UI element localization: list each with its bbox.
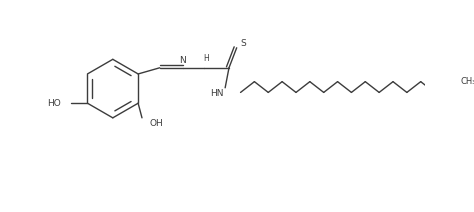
Text: H: H (203, 54, 209, 63)
Text: S: S (241, 39, 246, 48)
Text: OH: OH (150, 119, 164, 128)
Text: HN: HN (210, 89, 223, 98)
Text: HO: HO (47, 99, 61, 108)
Text: N: N (180, 56, 186, 65)
Text: CH₃: CH₃ (461, 77, 474, 86)
